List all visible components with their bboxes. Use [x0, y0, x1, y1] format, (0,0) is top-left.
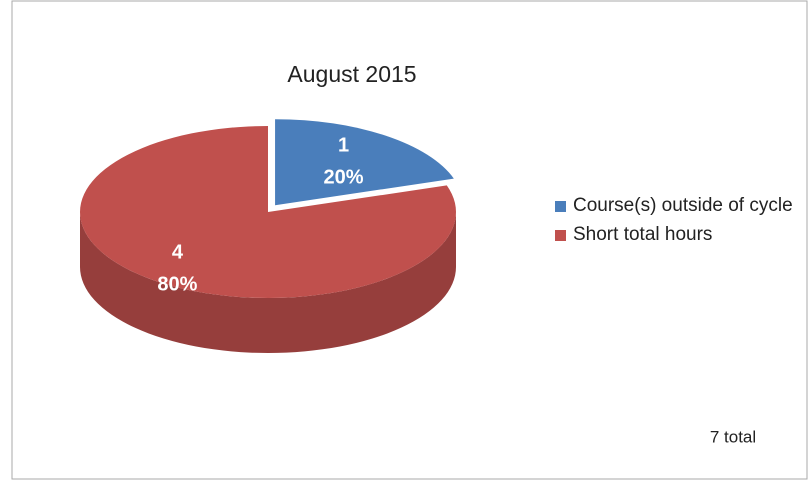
chart-title: August 2015 — [287, 61, 416, 87]
slice-top — [79, 126, 456, 298]
legend-swatch — [555, 201, 566, 212]
annotation: 7 total — [710, 427, 756, 446]
pie-slice — [79, 126, 456, 353]
slice-top — [275, 119, 454, 206]
data-label: 1 — [338, 134, 349, 156]
legend-label: Course(s) outside of cycle — [573, 195, 793, 216]
legend-label: Short total hours — [573, 224, 713, 245]
legend-item: Course(s) outside of cycle — [555, 194, 795, 217]
data-label-percent: 20% — [324, 166, 364, 188]
legend: Course(s) outside of cycle Short total ho… — [555, 194, 795, 252]
legend-swatch — [555, 230, 566, 241]
slice-side — [80, 212, 456, 353]
pie-slice — [275, 119, 454, 206]
legend-item: Short total hours — [555, 223, 795, 246]
data-label: 4 — [172, 241, 184, 263]
data-label-percent: 80% — [157, 273, 197, 295]
